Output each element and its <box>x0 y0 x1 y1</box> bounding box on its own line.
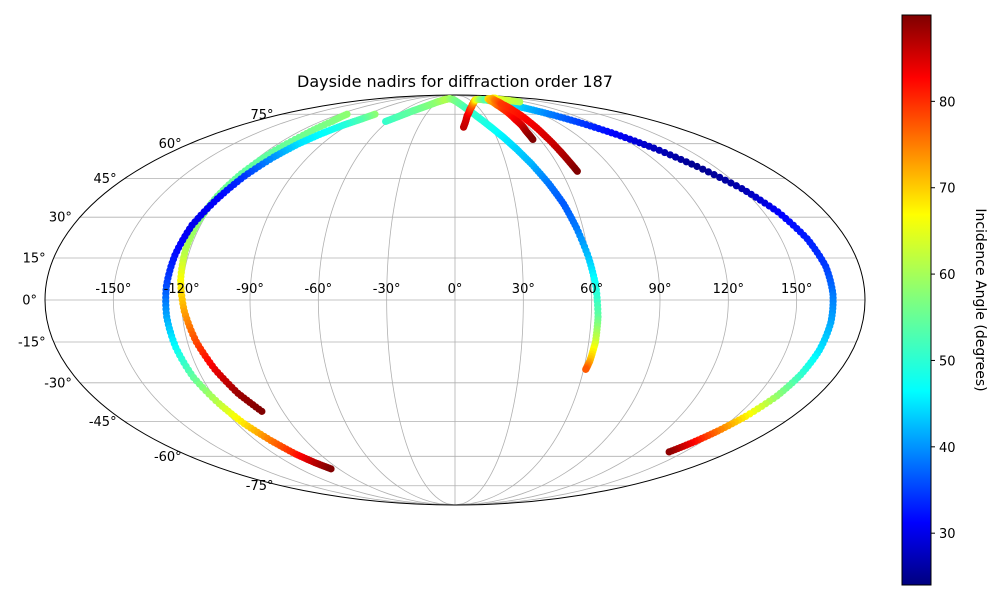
data-point <box>727 179 735 187</box>
data-points <box>162 94 837 473</box>
colorbar-tick-label: 70 <box>939 182 956 197</box>
y-tick-labels: -75° -60° -45° -30° -15° 0° 15° 30° 45° 60° 75° <box>18 108 274 494</box>
colorbar-label: Incidence Angle (degrees) <box>972 208 988 391</box>
colorbar-tick-label: 40 <box>939 441 956 456</box>
data-point <box>573 167 581 175</box>
x-tick-label: 0° <box>448 282 463 297</box>
x-tick-label: 30° <box>512 282 535 297</box>
data-point <box>732 182 740 190</box>
x-tick-label: -60° <box>304 282 332 297</box>
data-point <box>655 146 663 154</box>
y-tick-label: -45° <box>89 415 117 430</box>
data-point <box>327 465 335 473</box>
x-tick-label: -120° <box>164 282 200 297</box>
data-point <box>699 165 707 173</box>
colorbar-tick-label: 80 <box>939 95 956 110</box>
x-tick-label: 120° <box>713 282 744 297</box>
y-tick-label: -30° <box>44 376 72 391</box>
data-point <box>716 173 724 181</box>
colorbar-tick-label: 60 <box>939 268 956 283</box>
data-point <box>710 171 718 179</box>
data-point <box>671 153 680 161</box>
data-point <box>258 407 266 415</box>
x-tick-label: 90° <box>648 282 671 297</box>
y-tick-label: 60° <box>159 137 182 152</box>
colorbar-tick-label: 30 <box>939 527 956 542</box>
x-tick-label: 60° <box>580 282 603 297</box>
data-point <box>650 144 658 152</box>
data-point <box>693 162 701 171</box>
y-tick-label: 0° <box>22 294 37 309</box>
data-point <box>529 135 537 144</box>
data-point <box>721 176 729 184</box>
x-tick-label: -30° <box>373 282 401 297</box>
data-point <box>666 151 674 159</box>
chart-title: Dayside nadirs for diffraction order 187 <box>297 72 613 91</box>
x-tick-label: 150° <box>781 282 812 297</box>
x-tick-labels: -150° -120° -90° -60° -30° 0° 30° 60° 90° 120° 150… <box>95 282 812 297</box>
x-tick-label: -90° <box>236 282 264 297</box>
data-point <box>665 448 673 456</box>
y-tick-label: -75° <box>246 479 274 494</box>
colorbar-ticks: 30 40 50 60 70 80 <box>931 95 956 542</box>
data-point <box>661 148 669 157</box>
map-boundary <box>44 94 866 506</box>
data-point <box>582 365 590 373</box>
y-tick-label: 30° <box>49 211 72 226</box>
y-tick-label: 15° <box>23 252 46 267</box>
y-tick-label: 75° <box>250 108 273 123</box>
y-tick-label: 45° <box>94 172 117 187</box>
data-point <box>704 168 713 176</box>
colorbar <box>901 14 932 586</box>
data-point <box>682 158 690 166</box>
data-point <box>677 155 685 164</box>
y-tick-label: -15° <box>18 335 46 350</box>
x-tick-label: -150° <box>95 282 131 297</box>
colorbar-tick-label: 50 <box>939 354 956 369</box>
y-tick-label: -60° <box>154 450 182 465</box>
